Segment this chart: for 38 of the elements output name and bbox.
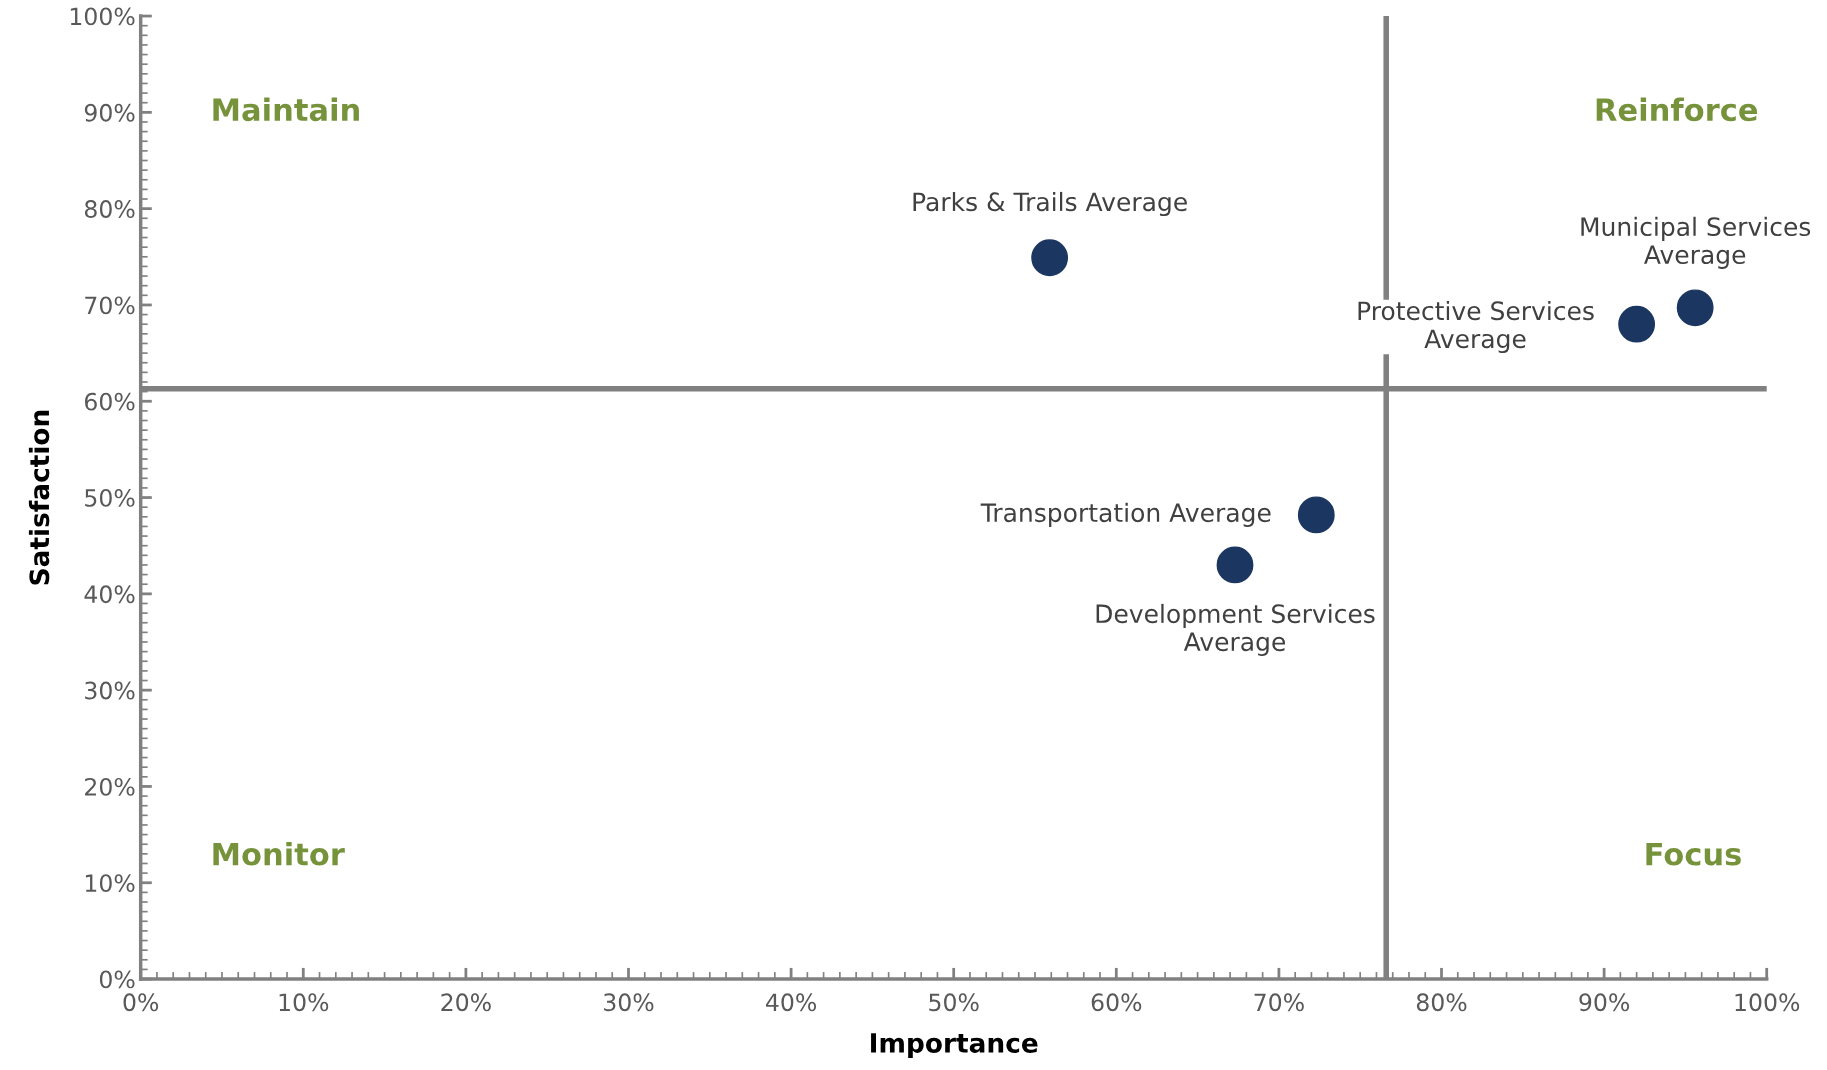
annotation: Maintain (213, 97, 359, 122)
x-tick-label: 100% (1735, 993, 1800, 1012)
y-tick-label: 30% (85, 681, 135, 700)
x-tick-label: 50% (929, 993, 979, 1012)
annotation: Monitor (213, 841, 345, 866)
x-tick-label: 60% (1091, 993, 1142, 1012)
x-tick-label: 20% (441, 993, 491, 1012)
x-tick-label: 0% (123, 993, 159, 1012)
x-tick-label: 80% (1416, 993, 1467, 1012)
point (1031, 239, 1069, 277)
y-tick-label: 90% (84, 103, 135, 122)
x-tick-label: 70% (1254, 993, 1304, 1012)
annotation: Protective Services Average (1358, 300, 1594, 354)
y-tick-label: 0% (99, 970, 135, 989)
y-tick-label: 80% (84, 200, 135, 218)
annotation: Development Services Average (1096, 603, 1375, 657)
y-tick-label: 100% (70, 7, 135, 26)
point (1297, 496, 1335, 534)
annotation: Reinforce (1596, 97, 1758, 122)
x-tick-label: 30% (604, 993, 654, 1012)
point (1216, 546, 1254, 584)
y-tick-label: 70% (85, 296, 135, 315)
annotation: Transportation Average (980, 502, 1271, 527)
y-tick-label: 50% (85, 489, 135, 507)
point (1676, 289, 1714, 327)
x-tick-label: 40% (766, 993, 817, 1012)
x-axis-title: Importance (871, 1033, 1038, 1058)
y-tick-label: 10% (85, 874, 135, 893)
x-tick-label: 90% (1579, 993, 1630, 1012)
y-tick-label: 40% (84, 585, 135, 604)
annotation: Parks & Trails Average (913, 191, 1187, 217)
annotation: Municipal Services Average (1581, 216, 1811, 269)
y-tick-label: 60% (84, 392, 135, 411)
y-axis-title: Satisfaction (28, 410, 50, 585)
annotation: Focus (1646, 842, 1741, 866)
y-tick-label: 20% (85, 777, 135, 796)
point (1618, 305, 1656, 343)
x-tick-label: 10% (279, 993, 329, 1012)
